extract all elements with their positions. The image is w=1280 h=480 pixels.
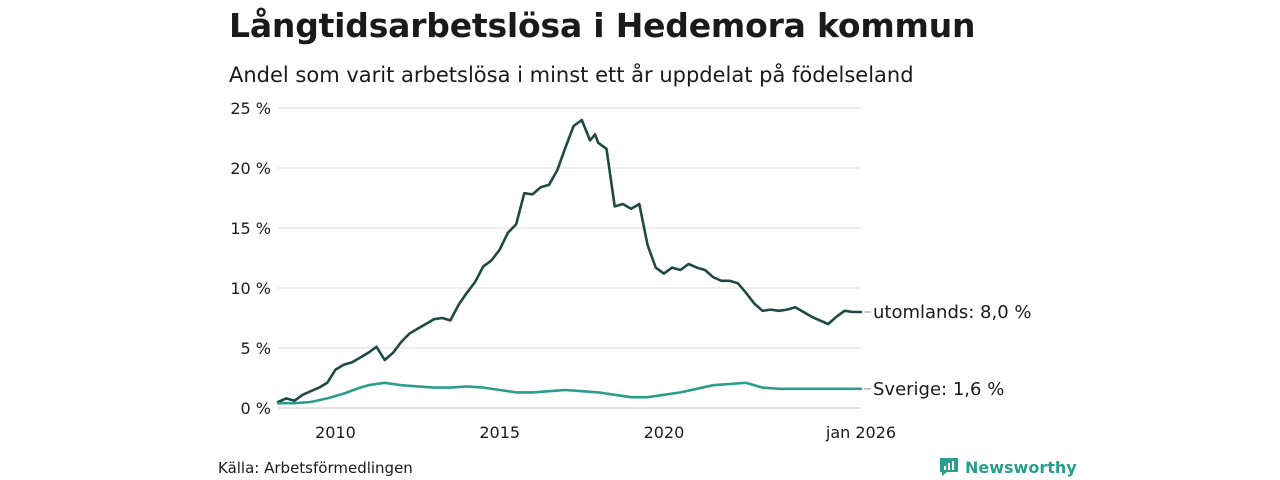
y-axis-ticks: 0 % 5 % 10 % 15 % 20 % 25 % — [230, 99, 271, 418]
y-tick-label: 5 % — [241, 339, 271, 358]
series-lines — [276, 118, 863, 405]
series-line-utomlands — [276, 118, 863, 404]
x-axis-ticks: 2010 2015 2020 jan 2026 — [315, 423, 896, 442]
y-tick-label: 0 % — [241, 399, 271, 418]
y-tick-label: 20 % — [230, 159, 271, 178]
x-tick-label: jan 2026 — [825, 423, 896, 442]
newsworthy-logo-icon — [940, 458, 958, 476]
grid-lines — [278, 107, 861, 409]
x-tick-label: 2020 — [644, 423, 685, 442]
end-label-sverige: Sverige: 1,6 % — [873, 379, 1004, 400]
x-tick-label: 2015 — [479, 423, 520, 442]
brand-logo: Newsworthy — [939, 457, 1077, 477]
chart-subtitle: Andel som varit arbetslösa i minst ett å… — [229, 63, 914, 87]
y-tick-label: 10 % — [230, 279, 271, 298]
source-note: Källa: Arbetsförmedlingen — [218, 459, 413, 477]
y-tick-label: 15 % — [230, 219, 271, 238]
logo-text: Newsworthy — [965, 457, 1077, 477]
y-tick-label: 25 % — [230, 99, 271, 118]
end-label-utomlands: utomlands: 8,0 % — [873, 302, 1032, 323]
end-labels: utomlands: 8,0 % Sverige: 1,6 % — [864, 302, 1032, 400]
x-tick-label: 2010 — [315, 423, 356, 442]
series-line-sverige — [276, 381, 863, 405]
chart-title: Långtidsarbetslösa i Hedemora kommun — [229, 6, 976, 45]
